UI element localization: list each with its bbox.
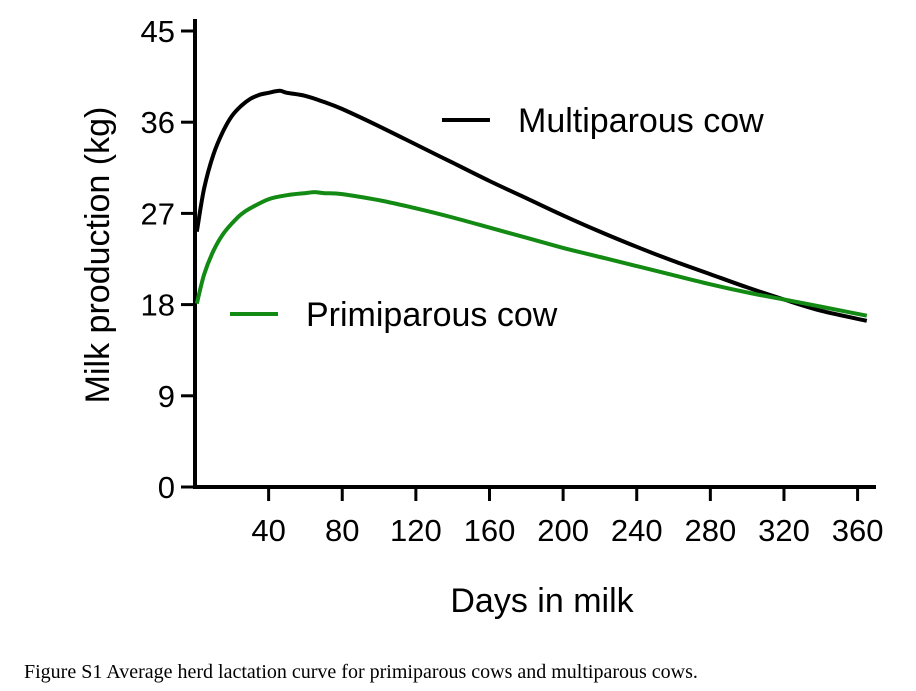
x-tick-label: 320 [758,513,810,548]
x-tick-label: 40 [251,513,285,548]
x-tick-label: 80 [325,513,359,548]
legend-label: Primiparous cow [306,296,558,334]
ticks: 0 9 18 27 36 45 40 80 120 160 200 240 280 320 360 [141,14,884,548]
x-axis-title: Days in milk [450,582,634,620]
series-line-primiparous [194,190,868,318]
figure-caption: Figure S1 Average herd lactation curve f… [24,661,698,683]
y-tick-label: 9 [158,379,175,414]
x-tick-label: 200 [537,513,589,548]
y-tick-label: 36 [141,105,175,140]
x-tick-label: 240 [611,513,663,548]
x-tick-label: 280 [684,513,736,548]
y-tick-label: 27 [141,196,175,231]
y-tick-label: 45 [141,14,175,49]
series-line-multiparous [194,88,868,323]
legend-label: Multiparous cow [518,102,764,140]
series-lines [194,88,868,323]
x-tick-label: 160 [464,513,516,548]
legend: Multiparous cow Primiparous cow [230,102,764,334]
y-tick-label: 18 [141,288,175,323]
x-tick-label: 120 [390,513,442,548]
axes [193,19,876,489]
y-tick-label: 0 [158,470,175,505]
y-axis-title: Milk production (kg) [79,107,117,404]
x-tick-label: 360 [832,513,884,548]
